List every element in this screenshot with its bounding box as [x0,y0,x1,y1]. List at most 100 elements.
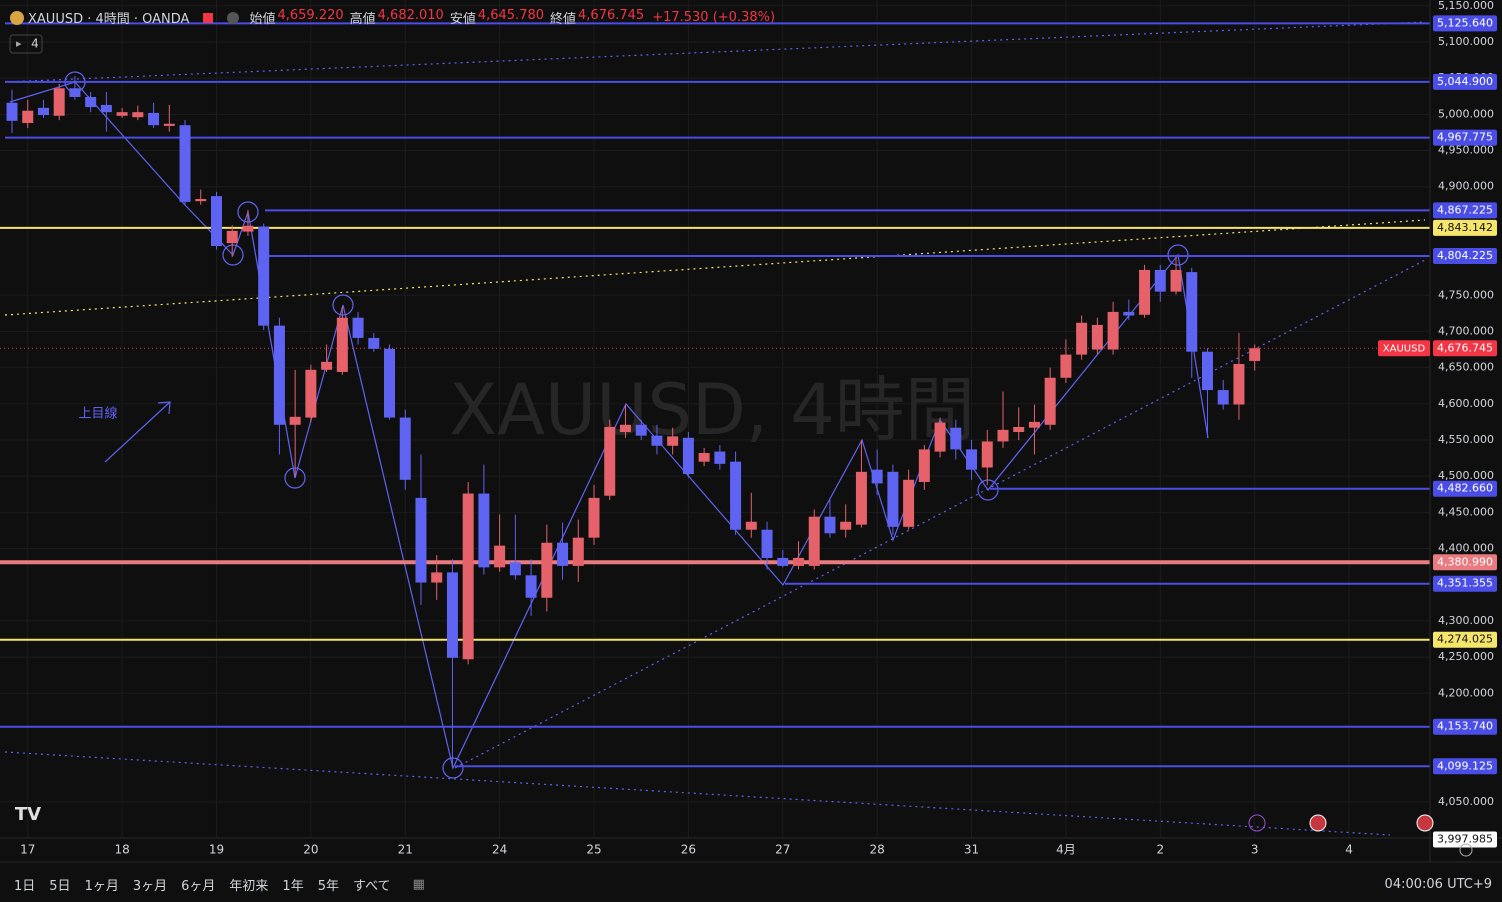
candle-body [1170,269,1182,292]
zigzag [9,81,1209,770]
candle-body [1013,426,1025,433]
indicator-box[interactable] [9,34,43,54]
range-button[interactable]: すべて [352,878,391,894]
candle-body [6,102,18,121]
field-label: 終値 [550,12,577,27]
x-tick-label: 20 [303,843,318,857]
price-label-box [1433,554,1497,571]
candle-body [273,325,285,425]
candle-body [1249,348,1261,361]
y-tick-label: 5,100.000 [1438,35,1494,48]
candle-body [871,469,883,484]
price-label: 4,274.025 [1437,633,1493,646]
price-label-box [1433,219,1497,236]
y-tick-label: 4,400.000 [1438,542,1494,555]
symbol[interactable]: XAUUSD · 4時間 · OANDA [28,12,190,27]
x-tick-label: 18 [114,843,129,857]
candle-body [918,449,930,482]
y-tick-label: 4,950.000 [1438,144,1494,157]
candle-body [1123,311,1135,316]
x-tick-label: 26 [681,843,696,857]
y-tick-label: 4,200.000 [1438,686,1494,699]
marker [1167,244,1189,266]
arrow-head [157,401,171,415]
symbol-label: XAUUSD [1383,343,1426,354]
arrow [104,401,171,463]
candle-body [730,461,742,530]
candle-body [1044,377,1056,425]
candle-body [116,112,128,116]
x-tick-label: 27 [775,843,790,857]
candle-body [415,497,427,583]
y-tick-label: 4,750.000 [1438,288,1494,301]
x-tick-label: 4月 [1056,843,1076,857]
marker [332,294,354,316]
symbol-label-box [1378,340,1430,357]
candle-body [368,337,380,349]
event-icon[interactable] [1248,814,1266,832]
watermark: XAUUSD, 4時間 [449,369,975,451]
x-tick-label: 28 [870,843,885,857]
price-label-box [1433,758,1497,775]
candle-body [478,493,490,568]
marker [222,244,244,266]
x-tick-label: 2 [1156,843,1164,857]
candle-body [997,429,1009,442]
candle-body [903,479,915,527]
event-icon[interactable] [1309,814,1327,832]
candle-body [745,521,757,530]
settings-icon[interactable] [1459,843,1473,857]
candle-body [431,572,443,583]
candle-body [336,317,348,372]
price-label-box [1433,718,1497,735]
candle-body [148,112,160,126]
x-tick-label: 3 [1251,843,1259,857]
calendar-icon[interactable]: ▦ [412,876,425,892]
candle-body [179,125,191,202]
candle-body [619,424,631,433]
x-tick-label: 21 [398,843,413,857]
x-tick-label: 31 [964,843,979,857]
price-label-box [1433,73,1497,90]
price-label-box [1433,248,1497,265]
candle-body [1186,272,1198,352]
y-tick-label: 4,050.000 [1438,795,1494,808]
candle-body [572,537,584,566]
candle-body [604,426,616,496]
range-button[interactable]: 年初来 [229,878,269,894]
y-tick-label: 4,550.000 [1438,433,1494,446]
range-button[interactable]: 1日 [14,878,36,894]
range-button[interactable]: 6ヶ月 [181,878,216,894]
candle-body [1217,390,1229,405]
symbol-logo [10,10,24,25]
y-tick-label: 4,250.000 [1438,650,1494,663]
change: +17.530 (+0.38%) [652,10,776,25]
x-tick-label: 24 [492,843,507,857]
candle-body [981,441,993,468]
candle-body [352,317,364,338]
range-button[interactable]: 3ヶ月 [132,878,168,894]
candle-body [793,557,804,566]
event-icon[interactable] [1416,814,1434,832]
field-value: 4,659.220 [277,8,344,23]
price-label-box [1433,340,1497,357]
candle-body [541,542,553,598]
y-tick-label: 4,450.000 [1438,505,1494,518]
y-tick-label: 5,150.000 [1438,0,1494,12]
candle-body [667,436,679,446]
range-button[interactable]: 5年 [317,878,339,894]
price-label: 5,044.900 [1437,75,1493,88]
candle-body [195,199,207,202]
field-label: 始値 [249,12,276,27]
range-button[interactable]: 1年 [282,878,304,894]
range-button[interactable]: 5日 [49,878,71,894]
price-label: 4,676.745 [1437,341,1493,354]
field-label: 安値 [449,12,476,27]
range-button[interactable]: 1ヶ月 [84,878,119,894]
price-label: 5,125.640 [1437,16,1493,29]
candle-body [462,493,474,660]
price-label: 4,153.740 [1437,720,1493,733]
candle-body [132,112,144,118]
collapse[interactable] [227,11,240,24]
candle-body [305,369,317,418]
